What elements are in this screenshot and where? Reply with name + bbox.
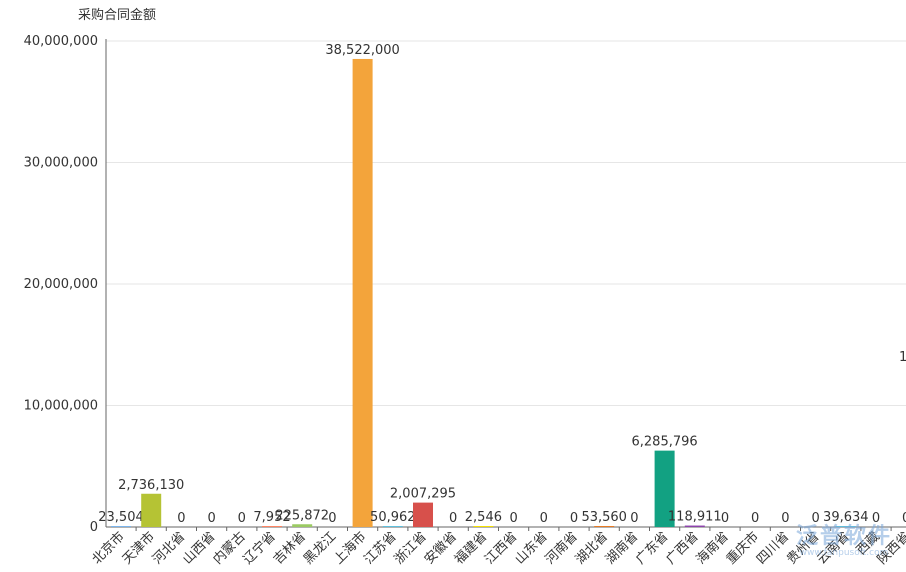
y-tick-label: 40,000,000 [24,34,98,49]
value-label: 225,872 [275,508,329,523]
value-label: 2,007,295 [390,487,456,502]
value-label: 50,962 [370,510,416,525]
value-label: 0 [872,511,880,526]
value-label: 2,546 [465,510,502,525]
bar [684,525,705,527]
value-label: 0 [328,511,336,526]
x-tick-label: 黑龙江 [301,529,339,567]
value-label: 53,560 [581,510,627,525]
x-tick-label: 河北省 [150,529,188,567]
cut-off-label: 1 [899,350,906,365]
x-tick-label: 天津市 [119,529,158,568]
x-tick-label: 河南省 [542,529,581,568]
value-label: 6,285,796 [632,435,698,450]
value-label: 118,911 [668,510,722,525]
value-label: 0 [630,511,638,526]
x-tick-label: 江苏省 [361,529,400,568]
x-tick-label: 山东省 [512,529,550,567]
x-tick-label: 山西省 [180,529,218,567]
value-label: 0 [207,511,215,526]
x-tick-label: 安徽省 [422,529,460,567]
y-axis-title: 采购合同金额 [78,8,157,23]
x-tick-label: 重庆市 [723,529,762,568]
bar [473,526,494,527]
y-tick-label: 0 [90,520,98,535]
bar [262,526,282,527]
watermark-sub: www.fanpusoft.com [799,548,889,558]
value-label: 0 [751,511,759,526]
value-label: 38,522,000 [325,43,399,58]
x-tick-label: 江西省 [482,529,520,567]
x-tick-label: 福建省 [452,529,490,567]
x-tick-label: 广西省 [663,529,701,567]
value-label: 0 [781,511,789,526]
bar [141,493,162,527]
y-tick-label: 20,000,000 [24,277,98,292]
bar [382,526,403,527]
x-tick-label: 吉林省 [271,529,309,567]
value-label: 0 [902,511,906,526]
bar [111,526,131,527]
value-label: 0 [811,511,819,526]
bar [835,526,856,527]
bar [292,524,313,527]
watermark-main: 泛普软件 [795,524,892,549]
x-tick-label: 辽宁省 [240,529,279,568]
x-tick-label: 浙江省 [392,529,430,567]
y-tick-label: 10,000,000 [24,399,98,414]
x-tick-label: 上海市 [331,529,370,568]
value-label: 7,952 [253,510,290,525]
value-label: 0 [540,511,548,526]
x-tick-label: 广东省 [633,529,671,567]
y-tick-label: 30,000,000 [24,156,98,171]
watermark-logo: 泛普软件 www.fanpusoft.com [796,518,892,558]
value-label: 0 [509,511,517,526]
value-label: 0 [177,511,185,526]
x-tick-label: 湖南省 [602,529,641,568]
bar [352,58,373,527]
x-tick-label: 海南省 [693,529,732,568]
bar [413,502,433,527]
x-tick-label: 四川省 [754,529,792,567]
value-label: 23,504 [98,510,144,525]
value-label: 0 [721,511,729,526]
value-label: 0 [449,511,457,526]
x-tick-label: 内蒙古 [210,529,249,568]
value-label: 39,634 [823,510,869,525]
value-label: 2,736,130 [118,478,184,493]
bar [594,526,615,527]
x-tick-label: 湖北省 [573,529,611,567]
value-label: 0 [570,511,578,526]
value-label: 0 [238,511,246,526]
bar [654,450,675,527]
